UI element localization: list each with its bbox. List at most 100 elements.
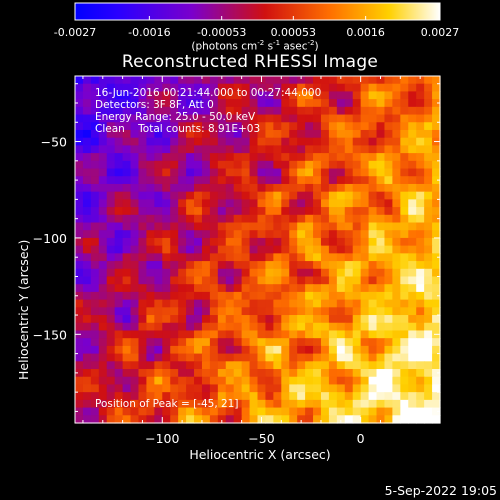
image-pixel bbox=[416, 183, 425, 193]
image-pixel bbox=[305, 376, 314, 386]
image-pixel bbox=[297, 222, 306, 231]
image-pixel bbox=[305, 106, 314, 116]
image-pixel bbox=[265, 384, 274, 393]
image-pixel bbox=[201, 183, 211, 193]
image-pixel bbox=[233, 230, 243, 239]
image-pixel bbox=[360, 338, 370, 347]
image-pixel bbox=[233, 129, 243, 139]
image-pixel bbox=[122, 176, 132, 185]
image-pixel bbox=[289, 361, 298, 370]
image-pixel bbox=[114, 106, 124, 116]
image-pixel bbox=[186, 322, 195, 332]
image-pixel bbox=[217, 261, 227, 270]
image-pixel bbox=[344, 338, 354, 347]
image-pixel bbox=[376, 315, 386, 324]
image-pixel bbox=[75, 392, 84, 401]
image-pixel bbox=[106, 299, 116, 308]
image-pixel bbox=[233, 91, 243, 100]
image-pixel bbox=[82, 168, 92, 177]
image-pixel bbox=[416, 338, 425, 347]
image-pixel bbox=[98, 183, 108, 193]
image-pixel bbox=[162, 222, 171, 231]
image-pixel bbox=[424, 384, 433, 393]
image-pixel bbox=[114, 237, 124, 247]
image-pixel bbox=[368, 322, 378, 332]
image-pixel bbox=[392, 230, 401, 239]
image-pixel bbox=[289, 399, 298, 409]
image-pixel bbox=[138, 176, 148, 185]
image-pixel bbox=[209, 183, 219, 193]
image-pixel bbox=[217, 176, 227, 185]
image-pixel bbox=[297, 230, 306, 239]
image-pixel bbox=[225, 76, 235, 85]
image-pixel bbox=[90, 268, 100, 278]
image-pixel bbox=[432, 284, 441, 293]
image-pixel bbox=[249, 230, 259, 239]
image-pixel bbox=[400, 345, 409, 355]
image-pixel bbox=[249, 99, 259, 108]
image-pixel bbox=[376, 106, 386, 116]
image-pixel bbox=[416, 315, 425, 324]
image-pixel bbox=[265, 129, 274, 139]
image-pixel bbox=[75, 145, 84, 154]
image-pixel bbox=[241, 330, 251, 339]
image-pixel bbox=[98, 392, 108, 401]
image-pixel bbox=[241, 106, 251, 116]
image-pixel bbox=[82, 291, 92, 301]
image-pixel bbox=[154, 176, 163, 185]
image-pixel bbox=[162, 353, 171, 362]
image-pixel bbox=[368, 284, 378, 293]
image-pixel bbox=[265, 76, 274, 85]
image-pixel bbox=[178, 384, 187, 393]
image-pixel bbox=[424, 176, 433, 185]
image-pixel bbox=[209, 253, 219, 262]
image-pixel bbox=[170, 76, 179, 85]
image-pixel bbox=[297, 407, 306, 416]
image-pixel bbox=[313, 299, 322, 308]
image-pixel bbox=[289, 291, 298, 301]
image-pixel bbox=[344, 199, 354, 208]
image-pixel bbox=[233, 307, 243, 316]
image-pixel bbox=[257, 299, 267, 308]
image-pixel bbox=[368, 245, 378, 254]
image-pixel bbox=[201, 284, 211, 293]
image-pixel bbox=[424, 160, 433, 170]
image-pixel bbox=[162, 415, 171, 424]
image-pixel bbox=[352, 99, 362, 108]
image-pixel bbox=[154, 361, 163, 370]
image-pixel bbox=[368, 168, 378, 177]
image-pixel bbox=[194, 353, 203, 362]
image-pixel bbox=[424, 315, 433, 324]
image-pixel bbox=[75, 91, 84, 100]
image-pixel bbox=[313, 322, 322, 332]
image-pixel bbox=[424, 183, 433, 193]
image-pixel bbox=[241, 137, 251, 146]
image-pixel bbox=[257, 291, 267, 301]
image-pixel bbox=[344, 91, 354, 100]
image-pixel bbox=[201, 330, 211, 339]
image-pixel bbox=[368, 392, 378, 401]
image-pixel bbox=[352, 291, 362, 301]
image-pixel bbox=[328, 345, 338, 355]
image-pixel bbox=[305, 237, 314, 247]
image-pixel bbox=[408, 222, 417, 231]
image-pixel bbox=[281, 268, 290, 278]
image-pixel bbox=[328, 199, 338, 208]
image-pixel bbox=[138, 237, 148, 247]
image-pixel bbox=[106, 322, 116, 332]
image-pixel bbox=[162, 299, 171, 308]
image-pixel bbox=[170, 392, 179, 401]
image-pixel bbox=[194, 253, 203, 262]
image-pixel bbox=[320, 168, 330, 177]
image-pixel bbox=[249, 253, 259, 262]
image-pixel bbox=[217, 284, 227, 293]
image-pixel bbox=[217, 137, 227, 146]
image-pixel bbox=[257, 114, 267, 123]
image-pixel bbox=[281, 176, 290, 185]
image-pixel bbox=[225, 168, 235, 177]
image-pixel bbox=[297, 253, 306, 262]
image-pixel bbox=[313, 199, 322, 208]
image-pixel bbox=[336, 122, 346, 131]
image-pixel bbox=[289, 253, 298, 262]
image-pixel bbox=[320, 291, 330, 301]
